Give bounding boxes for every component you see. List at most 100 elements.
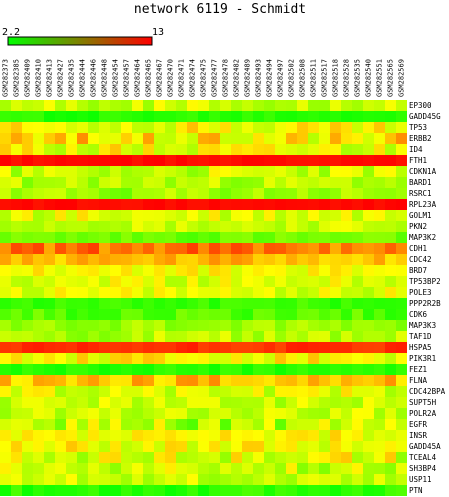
- heatmap-cell: [187, 144, 198, 155]
- heatmap-cell: [99, 408, 110, 419]
- heatmap-cell: [11, 177, 22, 188]
- heatmap-cell: [275, 287, 286, 298]
- heatmap-cell: [88, 408, 99, 419]
- heatmap-cell: [176, 199, 187, 210]
- column-label: GSM282427: [57, 59, 65, 97]
- heatmap-cell: [319, 144, 330, 155]
- heatmap-cell: [143, 177, 154, 188]
- heatmap-cell: [198, 375, 209, 386]
- heatmap-cell: [22, 441, 33, 452]
- heatmap-cell: [319, 320, 330, 331]
- heatmap-cell: [22, 485, 33, 496]
- column-label: GSM282444: [79, 59, 87, 97]
- heatmap-cell: [385, 122, 396, 133]
- heatmap-cell: [231, 441, 242, 452]
- heatmap-cell: [165, 177, 176, 188]
- heatmap-cell: [11, 232, 22, 243]
- heatmap-cell: [187, 100, 198, 111]
- heatmap-cell: [77, 287, 88, 298]
- heatmap-cell: [253, 199, 264, 210]
- heatmap-cell: [319, 485, 330, 496]
- heatmap-cell: [132, 276, 143, 287]
- heatmap-cell: [385, 364, 396, 375]
- heatmap-cell: [165, 122, 176, 133]
- heatmap-cell: [132, 155, 143, 166]
- heatmap-cell: [0, 474, 11, 485]
- column-label: GSM282497: [277, 59, 285, 97]
- heatmap-cell: [231, 276, 242, 287]
- heatmap-cell: [198, 298, 209, 309]
- heatmap-cell: [374, 375, 385, 386]
- heatmap-cell: [187, 353, 198, 364]
- heatmap-cell: [66, 111, 77, 122]
- heatmap-cell: [264, 419, 275, 430]
- heatmap-cell: [176, 375, 187, 386]
- heatmap-cell: [363, 287, 374, 298]
- heatmap-cell: [341, 111, 352, 122]
- heatmap-cell: [275, 199, 286, 210]
- heatmap-cell: [99, 419, 110, 430]
- heatmap-cell: [132, 309, 143, 320]
- column-label: GSM282409: [24, 59, 32, 97]
- heatmap-cell: [231, 485, 242, 496]
- heatmap-cell: [187, 276, 198, 287]
- heatmap-cell: [66, 331, 77, 342]
- heatmap-cell: [363, 100, 374, 111]
- heatmap-cell: [352, 254, 363, 265]
- heatmap-cell: [187, 375, 198, 386]
- heatmap-cell: [308, 331, 319, 342]
- heatmap-cell: [220, 210, 231, 221]
- heatmap-cell: [22, 210, 33, 221]
- heatmap-cell: [209, 221, 220, 232]
- heatmap-cell: [352, 397, 363, 408]
- heatmap-cell: [99, 221, 110, 232]
- heatmap-cell: [143, 331, 154, 342]
- heatmap-cell: [33, 331, 44, 342]
- heatmap-cell: [143, 342, 154, 353]
- heatmap-cell: [154, 463, 165, 474]
- heatmap-cell: [0, 111, 11, 122]
- heatmap-cell: [132, 199, 143, 210]
- heatmap-cell: [198, 232, 209, 243]
- column-label: GSM282540: [365, 59, 373, 97]
- heatmap-cell: [143, 386, 154, 397]
- column-label: GSM282517: [321, 59, 329, 97]
- heatmap-cell: [319, 221, 330, 232]
- heatmap-cell: [66, 155, 77, 166]
- heatmap-cell: [143, 111, 154, 122]
- heatmap-cell: [231, 342, 242, 353]
- heatmap-cell: [242, 298, 253, 309]
- heatmap-cell: [319, 177, 330, 188]
- heatmap-cell: [121, 111, 132, 122]
- heatmap-cell: [275, 133, 286, 144]
- heatmap-cell: [132, 441, 143, 452]
- heatmap-cell: [385, 199, 396, 210]
- heatmap-cell: [77, 100, 88, 111]
- heatmap-cell: [110, 122, 121, 133]
- heatmap-cell: [88, 122, 99, 133]
- heatmap-cell: [132, 100, 143, 111]
- heatmap-cell: [143, 166, 154, 177]
- heatmap-cell: [187, 243, 198, 254]
- heatmap-cell: [143, 100, 154, 111]
- heatmap-cell: [374, 342, 385, 353]
- heatmap-cell: [396, 133, 407, 144]
- heatmap-cell: [374, 463, 385, 474]
- heatmap-cell: [165, 386, 176, 397]
- heatmap-cell: [341, 144, 352, 155]
- heatmap-cell: [55, 166, 66, 177]
- heatmap-cell: [242, 254, 253, 265]
- heatmap-cell: [231, 166, 242, 177]
- heatmap-cell: [33, 144, 44, 155]
- heatmap-cell: [11, 342, 22, 353]
- heatmap-cell: [198, 100, 209, 111]
- heatmap-cell: [165, 287, 176, 298]
- row-label: BARD1: [409, 178, 432, 187]
- heatmap-cell: [231, 133, 242, 144]
- heatmap-cell: [396, 111, 407, 122]
- heatmap-cell: [143, 419, 154, 430]
- heatmap-cell: [330, 320, 341, 331]
- heatmap-cell: [33, 265, 44, 276]
- heatmap-cell: [121, 474, 132, 485]
- heatmap-cell: [330, 210, 341, 221]
